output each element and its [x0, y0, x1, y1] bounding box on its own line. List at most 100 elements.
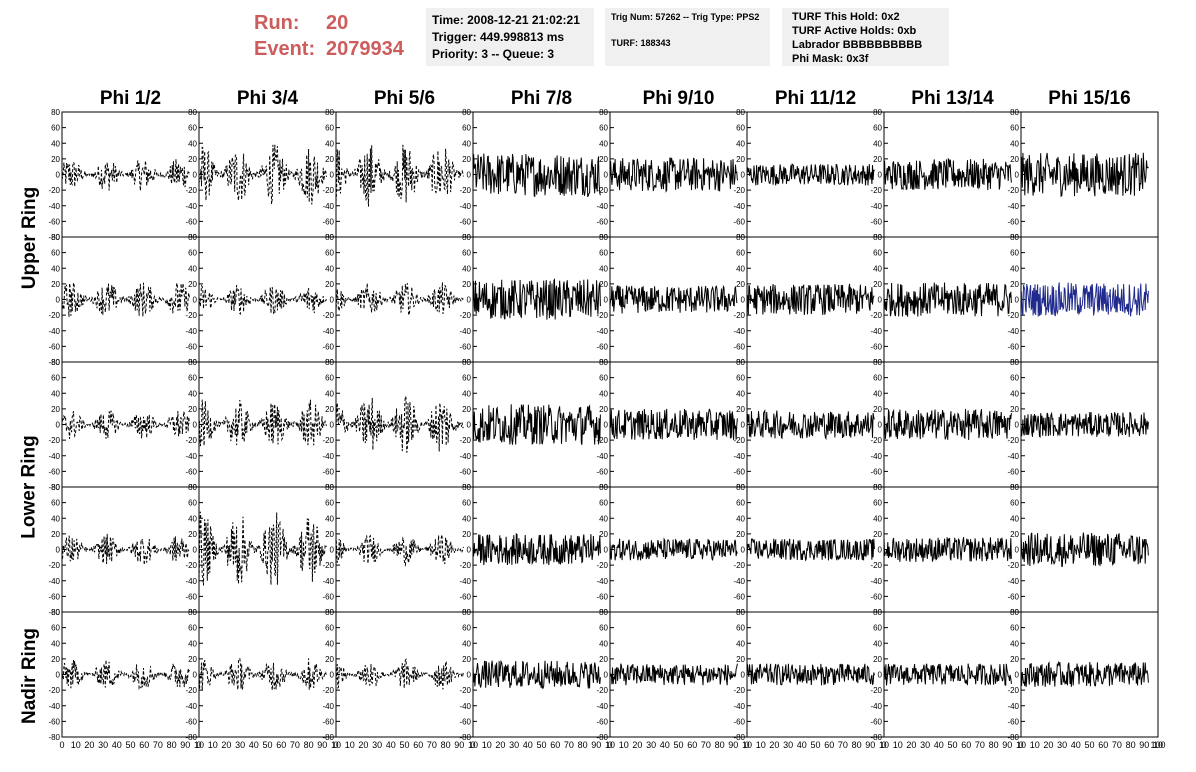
- y-tick-label: 80: [51, 483, 60, 492]
- y-tick-label: -80: [459, 733, 471, 742]
- y-tick-label: 40: [188, 514, 197, 523]
- y-tick-label: -40: [459, 327, 471, 336]
- y-tick-label: 20: [325, 155, 334, 164]
- y-tick-label: -20: [48, 436, 60, 445]
- y-tick-label: -60: [185, 592, 197, 601]
- y-tick-label: -60: [733, 217, 745, 226]
- y-tick-label: -20: [733, 186, 745, 195]
- x-tick-label: 70: [701, 740, 711, 750]
- y-tick-label: -20: [322, 561, 334, 570]
- y-tick-label: 80: [325, 108, 334, 117]
- y-tick-label: 60: [873, 249, 882, 258]
- x-tick-label: 0: [333, 740, 338, 750]
- y-tick-label: -40: [185, 702, 197, 711]
- x-tick-label: 40: [112, 740, 122, 750]
- x-tick-label: 80: [578, 740, 588, 750]
- y-tick-label: -60: [48, 342, 60, 351]
- y-tick-label: 60: [462, 249, 471, 258]
- x-tick-label: 50: [399, 740, 409, 750]
- y-tick-label: 60: [51, 499, 60, 508]
- x-tick-label: 20: [769, 740, 779, 750]
- waveform-trace: [472, 532, 601, 566]
- y-tick-label: 80: [873, 608, 882, 617]
- y-tick-label: -20: [733, 686, 745, 695]
- y-tick-label: -20: [185, 561, 197, 570]
- y-tick-label: 40: [873, 514, 882, 523]
- x-tick-label: 90: [180, 740, 190, 750]
- y-tick-label: 40: [599, 639, 608, 648]
- x-tick-label: 10: [756, 740, 766, 750]
- x-tick-label: 80: [1126, 740, 1136, 750]
- panel-frame: [198, 361, 337, 488]
- x-tick-label: 10: [71, 740, 81, 750]
- x-tick-label: 20: [1043, 740, 1053, 750]
- y-tick-label: 20: [188, 530, 197, 539]
- x-tick-label: 0: [881, 740, 886, 750]
- y-tick-label: 40: [873, 139, 882, 148]
- y-tick-label: -40: [185, 202, 197, 211]
- y-tick-label: 0: [604, 546, 609, 555]
- y-tick-label: 60: [736, 124, 745, 133]
- y-tick-label: 60: [188, 124, 197, 133]
- y-tick-label: 20: [599, 530, 608, 539]
- y-tick-label: -40: [48, 452, 60, 461]
- y-tick-label: 60: [1010, 624, 1019, 633]
- x-tick-label: 50: [673, 740, 683, 750]
- x-tick-label: 10: [879, 740, 889, 750]
- waveform-trace: [746, 283, 875, 316]
- waveform-trace: [335, 658, 464, 690]
- y-tick-label: -40: [870, 702, 882, 711]
- y-tick-label: 60: [462, 499, 471, 508]
- x-tick-label: 90: [1002, 740, 1012, 750]
- y-tick-label: -20: [459, 686, 471, 695]
- y-tick-label: 40: [325, 139, 334, 148]
- y-tick-label: 80: [873, 233, 882, 242]
- waveform-trace: [61, 533, 190, 565]
- y-tick-label: 40: [51, 639, 60, 648]
- y-tick-label: 0: [330, 171, 335, 180]
- y-tick-label: 60: [51, 124, 60, 133]
- waveform-trace: [609, 157, 738, 193]
- y-tick-label: 20: [188, 280, 197, 289]
- waveform-trace: [1020, 152, 1149, 198]
- y-tick-label: 0: [467, 171, 472, 180]
- y-tick-label: -60: [870, 217, 882, 226]
- y-tick-label: 60: [462, 624, 471, 633]
- y-tick-label: -40: [459, 702, 471, 711]
- waveform-trace: [198, 657, 327, 691]
- y-tick-label: 40: [736, 264, 745, 273]
- waveform-trace: [472, 277, 601, 320]
- y-tick-label: 0: [604, 171, 609, 180]
- x-tick-label: 10: [1030, 740, 1040, 750]
- y-tick-label: 80: [325, 483, 334, 492]
- y-tick-label: 80: [599, 108, 608, 117]
- y-tick-label: 20: [51, 655, 60, 664]
- column-title: Phi 7/8: [510, 88, 573, 109]
- y-tick-label: -80: [48, 608, 60, 617]
- y-tick-label: -20: [185, 436, 197, 445]
- x-tick-label: 60: [961, 740, 971, 750]
- y-tick-label: 0: [1015, 171, 1020, 180]
- y-tick-label: 60: [188, 624, 197, 633]
- x-tick-label: 90: [865, 740, 875, 750]
- waveform-trace: [883, 408, 1012, 441]
- waveform-trace: [883, 537, 1012, 562]
- waveform-trace: [609, 537, 738, 561]
- y-tick-label: -40: [48, 202, 60, 211]
- y-tick-label: 40: [1010, 639, 1019, 648]
- y-tick-label: 40: [51, 139, 60, 148]
- y-tick-label: -60: [733, 467, 745, 476]
- y-tick-label: 40: [873, 264, 882, 273]
- x-tick-label: 60: [139, 740, 149, 750]
- y-tick-label: 40: [462, 389, 471, 398]
- y-tick-label: -20: [48, 186, 60, 195]
- y-tick-label: -60: [596, 717, 608, 726]
- y-tick-label: -20: [1007, 186, 1019, 195]
- waveform-trace: [609, 284, 738, 314]
- y-tick-label: 60: [51, 249, 60, 258]
- y-tick-label: 40: [325, 389, 334, 398]
- y-tick-label: 20: [325, 280, 334, 289]
- y-tick-label: -60: [459, 217, 471, 226]
- y-tick-label: -80: [322, 733, 334, 742]
- y-tick-label: 0: [56, 296, 61, 305]
